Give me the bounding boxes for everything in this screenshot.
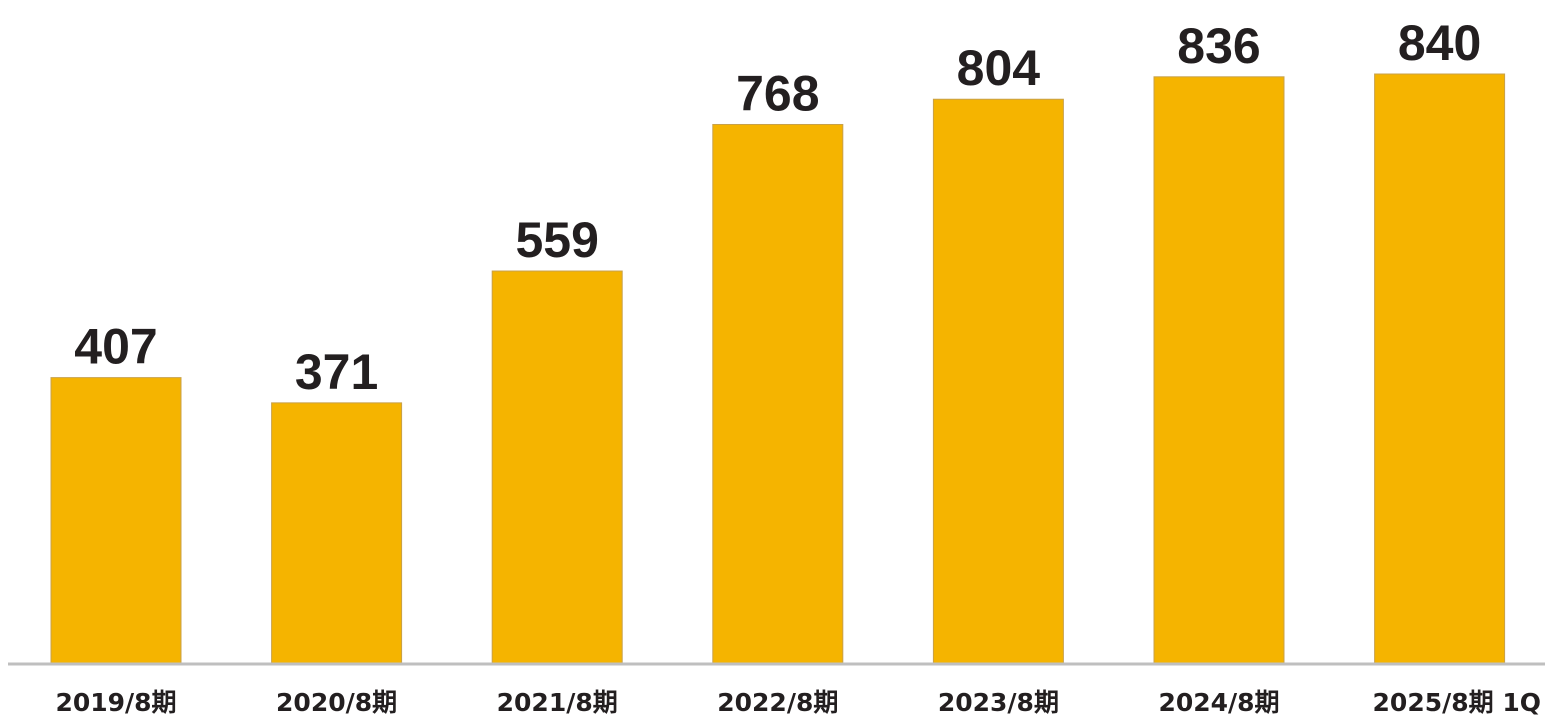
value-label-6: 840 <box>1398 15 1481 71</box>
bar-1 <box>271 402 403 664</box>
x-tick-label-6: 2025/8期 1Q <box>1373 688 1541 716</box>
x-tick-label-3: 2022/8期 <box>717 688 838 716</box>
bar-5 <box>1153 76 1285 664</box>
value-label-3: 768 <box>736 65 819 121</box>
x-tick-label-4: 2023/8期 <box>938 688 1059 716</box>
value-label-5: 836 <box>1177 18 1260 74</box>
bar-0 <box>50 377 182 664</box>
value-label-1: 371 <box>295 344 378 400</box>
x-tick-label-5: 2024/8期 <box>1158 688 1279 716</box>
value-label-0: 407 <box>74 319 157 375</box>
bar-6 <box>1374 73 1506 664</box>
value-labels-group: 407 371 559 768 804 836 840 <box>74 15 1481 400</box>
x-tick-label-2: 2021/8期 <box>497 688 618 716</box>
x-tick-label-1: 2020/8期 <box>276 688 397 716</box>
value-label-2: 559 <box>515 212 598 268</box>
bar-2 <box>491 270 623 664</box>
value-label-4: 804 <box>957 40 1041 96</box>
x-tick-label-0: 2019/8期 <box>55 688 176 716</box>
bars-group <box>50 73 1506 664</box>
bar-4 <box>932 98 1064 664</box>
x-tick-labels-group: 2019/8期 2020/8期 2021/8期 2022/8期 2023/8期 2024/… <box>55 688 1541 716</box>
bar-3 <box>712 123 844 664</box>
